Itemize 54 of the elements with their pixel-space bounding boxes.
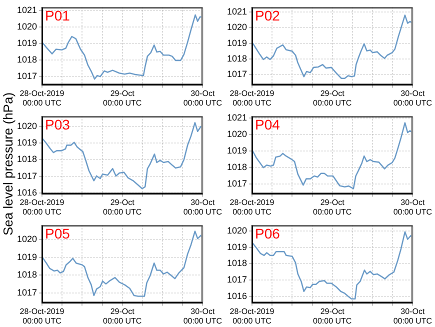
y-tick-label: 1018 xyxy=(16,154,38,164)
x-tick-label: 30-Oct 00:00 UTC xyxy=(183,306,222,326)
chart-title: P01 xyxy=(45,7,70,24)
y-tick-label: 1016 xyxy=(226,290,248,301)
y-tick-label: 1017 xyxy=(226,69,248,80)
x-tick-label: 29-Oct 00:00 UTC xyxy=(312,198,352,216)
x-tick-label: 28-Oct-2019 00:00 UTC xyxy=(230,198,275,216)
y-tick-label: 1021 xyxy=(16,5,38,16)
chart-title: P02 xyxy=(255,7,280,24)
chart-title: P03 xyxy=(45,116,70,132)
y-tick-label: 1018 xyxy=(16,270,38,280)
y-tick-label: 1020 xyxy=(226,129,248,139)
y-tick-label: 1019 xyxy=(226,38,248,48)
chart-title: P04 xyxy=(255,116,280,132)
y-tick-label: 1021 xyxy=(226,6,248,17)
y-tick-label: 1019 xyxy=(16,252,38,262)
chart-title: P06 xyxy=(255,225,280,242)
y-tick-label: 1020 xyxy=(226,22,248,32)
y-tick-label: 1017 xyxy=(226,178,248,188)
y-axis-title: Sea level pressure (hPa) xyxy=(0,92,16,236)
y-tick-label: 1021 xyxy=(226,112,248,123)
x-tick-label: 30-Oct 00:00 UTC xyxy=(393,88,432,108)
y-tick-label: 1018 xyxy=(226,53,248,64)
x-tick-label: 28-Oct-2019 00:00 UTC xyxy=(20,306,65,326)
x-tick-label: 29-Oct 00:00 UTC xyxy=(312,88,352,108)
y-tick-label: 1018 xyxy=(16,54,38,65)
y-tick-label: 1020 xyxy=(16,234,38,244)
x-tick-label: 28-Oct-2019 00:00 UTC xyxy=(230,88,275,108)
x-tick-label: 30-Oct 00:00 UTC xyxy=(183,88,222,108)
y-tick-label: 1017 xyxy=(226,274,248,284)
y-tick-label: 1019 xyxy=(226,242,248,252)
x-tick-label: 29-Oct 00:00 UTC xyxy=(102,88,142,108)
x-tick-label: 29-Oct 00:00 UTC xyxy=(102,198,142,216)
x-tick-label: 30-Oct 00:00 UTC xyxy=(183,198,222,216)
y-tick-label: 1016 xyxy=(16,187,38,198)
y-tick-label: 1019 xyxy=(16,138,38,148)
y-tick-label: 1019 xyxy=(226,145,248,156)
x-tick-label: 29-Oct 00:00 UTC xyxy=(102,306,142,326)
y-tick-label: 1018 xyxy=(226,162,248,172)
x-tick-label: 28-Oct-2019 00:00 UTC xyxy=(20,198,65,216)
chart-title: P05 xyxy=(45,225,70,242)
x-tick-label: 28-Oct-2019 00:00 UTC xyxy=(20,88,65,108)
y-tick-label: 1020 xyxy=(16,120,38,131)
y-tick-label: 1017 xyxy=(16,71,38,82)
x-tick-label: 28-Oct-2019 00:00 UTC xyxy=(230,306,275,326)
x-tick-label: 30-Oct 00:00 UTC xyxy=(393,198,432,216)
y-tick-label: 1019 xyxy=(16,38,38,48)
y-tick-label: 1020 xyxy=(16,22,38,32)
y-tick-label: 1017 xyxy=(16,170,38,181)
x-tick-label: 30-Oct 00:00 UTC xyxy=(393,306,432,326)
x-tick-label: 29-Oct 00:00 UTC xyxy=(312,306,352,326)
y-tick-label: 1017 xyxy=(16,288,38,298)
y-tick-label: 1020 xyxy=(226,226,248,236)
y-tick-label: 1018 xyxy=(226,258,248,268)
